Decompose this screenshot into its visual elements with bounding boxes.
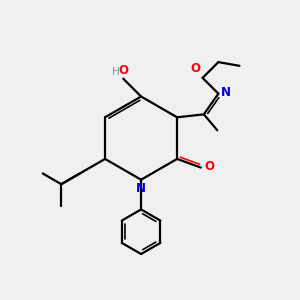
Text: H: H (112, 67, 120, 77)
Text: N: N (136, 182, 146, 195)
Text: O: O (204, 160, 214, 173)
Text: N: N (221, 86, 231, 99)
Text: O: O (118, 64, 128, 77)
Text: O: O (191, 62, 201, 76)
